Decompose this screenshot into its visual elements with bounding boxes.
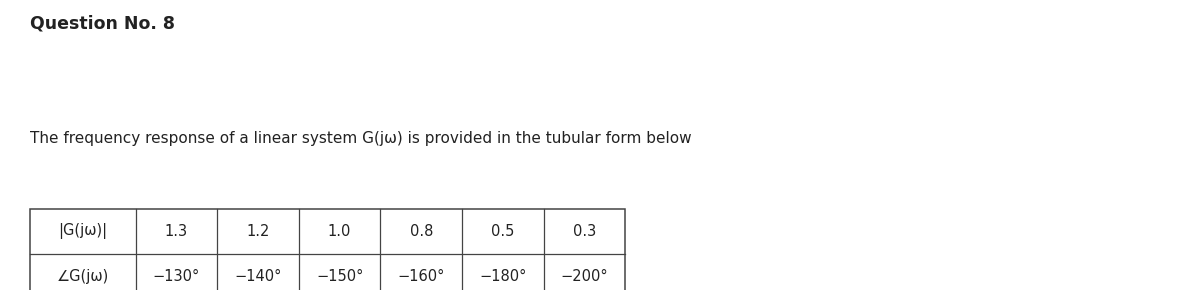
Text: Question No. 8: Question No. 8 (30, 14, 175, 32)
Text: −200°: −200° (560, 269, 608, 284)
Text: |G(jω)|: |G(jω)| (59, 223, 107, 239)
Text: 0.8: 0.8 (409, 224, 433, 239)
Text: 1.2: 1.2 (246, 224, 270, 239)
Text: −130°: −130° (152, 269, 200, 284)
Text: −160°: −160° (397, 269, 445, 284)
Text: 1.3: 1.3 (164, 224, 188, 239)
Text: −150°: −150° (316, 269, 364, 284)
Text: 0.5: 0.5 (491, 224, 515, 239)
Text: −180°: −180° (479, 269, 527, 284)
Bar (30, 209, 625, 290)
Text: 0.3: 0.3 (572, 224, 596, 239)
Text: ∠G(jω): ∠G(jω) (56, 269, 109, 284)
Text: −140°: −140° (234, 269, 282, 284)
Text: 1.0: 1.0 (328, 224, 352, 239)
Text: The frequency response of a linear system G(jω) is provided in the tubular form : The frequency response of a linear syste… (30, 130, 691, 146)
